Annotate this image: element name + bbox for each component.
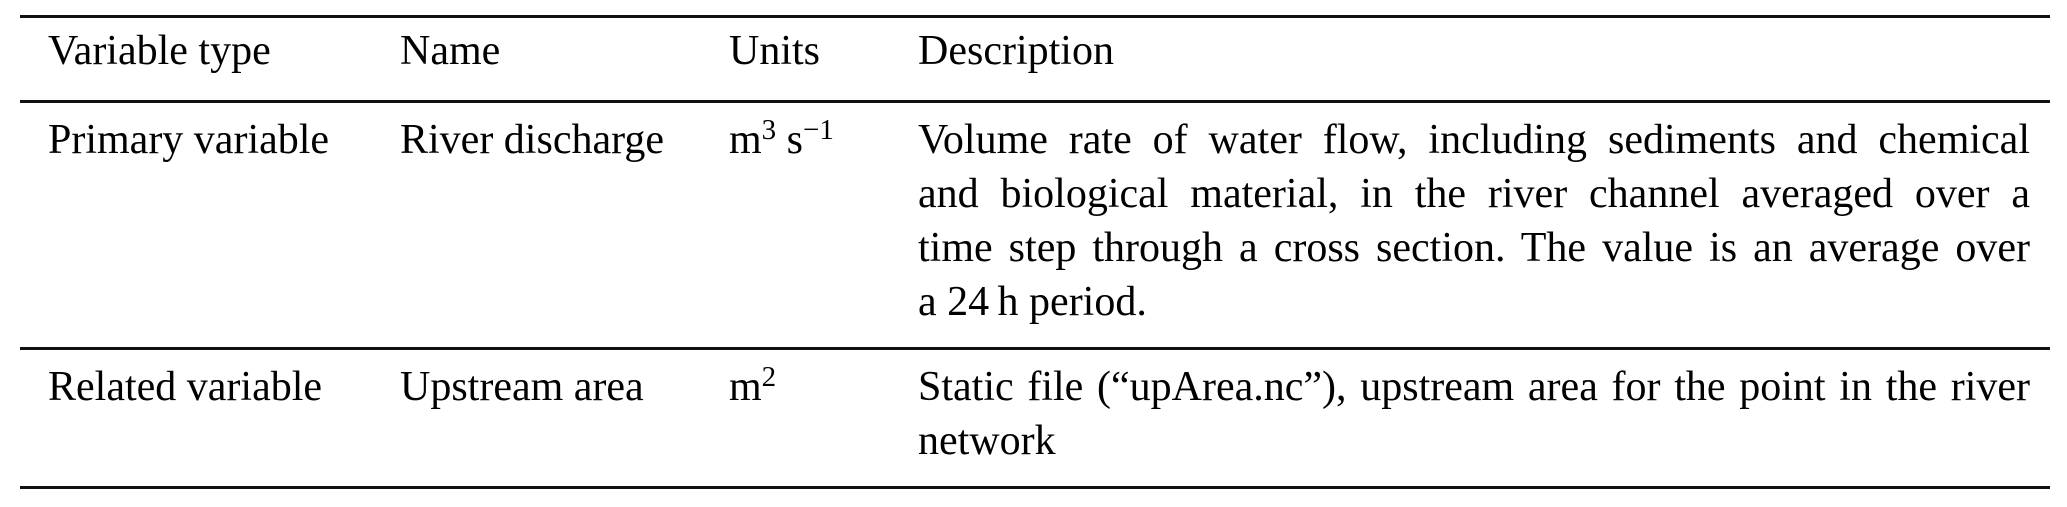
description-line: Volume rate of water flow, including sed… bbox=[918, 117, 2030, 163]
description-line: network bbox=[918, 418, 1056, 464]
col-header-description: Description bbox=[918, 28, 1114, 74]
cell-description: Static file (“upArea.nc”), upstream area… bbox=[918, 349, 2050, 488]
cell-units: m2 bbox=[729, 349, 918, 488]
cell-name: Upstream area bbox=[400, 364, 644, 410]
variables-table: Variable type Name Units Description Pri… bbox=[20, 15, 2050, 489]
col-header-variable-type: Variable type bbox=[48, 28, 271, 74]
description-line: Static file (“upArea.nc”), upstream area… bbox=[918, 364, 2030, 410]
col-header-name: Name bbox=[400, 28, 501, 74]
unit-superscript: 3 bbox=[761, 114, 777, 146]
unit-base: s bbox=[776, 117, 804, 163]
description-line: time step through a cross section. The v… bbox=[918, 225, 2030, 271]
description-line: a 24 h period. bbox=[918, 279, 1147, 325]
header-row: Variable type Name Units Description bbox=[20, 16, 2050, 102]
unit-base: m bbox=[729, 364, 762, 410]
table-row-related-variable: Related variable Upstream area m2 Static… bbox=[20, 349, 2050, 488]
cell-description: Volume rate of water flow, including sed… bbox=[918, 102, 2050, 349]
col-header-units: Units bbox=[729, 28, 821, 74]
table-row-primary-variable: Primary variable River discharge m3 s−1 … bbox=[20, 102, 2050, 349]
cell-name: River discharge bbox=[400, 117, 664, 163]
description-line: and biological material, in the river ch… bbox=[918, 171, 2030, 217]
cell-variable-type: Primary variable bbox=[48, 117, 330, 163]
unit-base: m bbox=[729, 117, 762, 163]
cell-variable-type: Related variable bbox=[48, 364, 323, 410]
unit-superscript: 2 bbox=[761, 361, 777, 393]
cell-units: m3 s−1 bbox=[729, 102, 918, 349]
unit-superscript: −1 bbox=[803, 114, 834, 146]
